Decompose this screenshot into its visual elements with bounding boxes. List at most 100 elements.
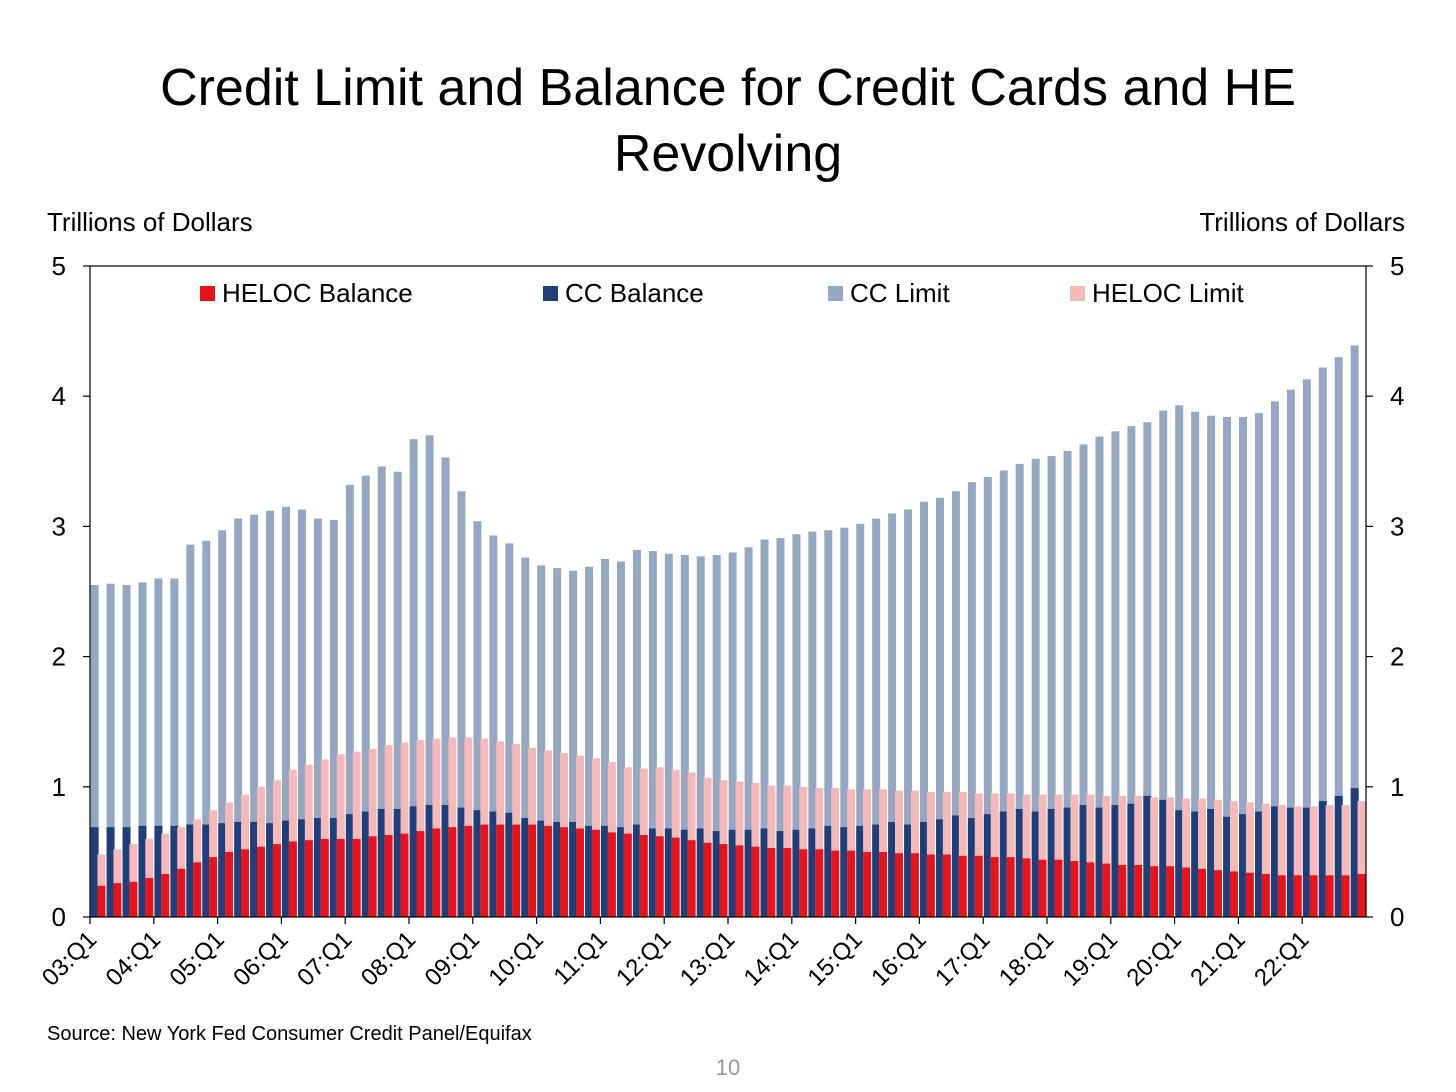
bar	[1175, 405, 1184, 917]
bar	[1047, 808, 1056, 917]
bar	[569, 821, 578, 917]
bar	[1086, 862, 1095, 917]
y2-tick-label: 1	[1390, 772, 1404, 802]
bar	[703, 842, 712, 917]
bar	[384, 834, 393, 917]
legend-swatch	[200, 286, 215, 301]
bar	[712, 831, 721, 917]
bar	[186, 544, 195, 917]
bar	[888, 513, 897, 917]
bar	[1038, 794, 1047, 917]
bar	[457, 491, 466, 917]
bar	[1143, 795, 1152, 917]
bar	[1086, 794, 1095, 917]
bar	[1229, 801, 1238, 917]
bar	[808, 828, 817, 917]
bar	[1095, 436, 1104, 917]
bar	[1054, 794, 1063, 917]
bar	[1159, 799, 1168, 917]
bar	[489, 811, 498, 917]
bar	[728, 829, 737, 917]
bar	[1261, 803, 1270, 917]
bar	[1334, 357, 1343, 917]
bar	[320, 759, 329, 917]
bar	[920, 501, 929, 917]
bar	[1182, 798, 1191, 917]
bar	[432, 828, 441, 917]
bar	[1286, 389, 1295, 917]
bar	[983, 476, 992, 917]
bar	[329, 818, 338, 917]
x-tick-label: 03:Q1	[37, 926, 102, 991]
bar	[632, 824, 641, 917]
bar	[648, 551, 657, 917]
bar	[632, 549, 641, 917]
bar	[760, 828, 769, 917]
bar	[209, 857, 218, 917]
bar	[1318, 367, 1327, 917]
bar	[1175, 810, 1184, 917]
x-tick-label: 14:Q1	[739, 926, 804, 991]
bar	[106, 583, 115, 917]
y-tick-label: 3	[52, 511, 66, 541]
bar	[904, 824, 913, 917]
bar	[400, 742, 409, 917]
bar	[767, 847, 776, 917]
x-tick-label: 13:Q1	[675, 926, 740, 991]
bar	[863, 851, 872, 917]
bar	[1239, 814, 1248, 917]
bar	[840, 527, 849, 917]
bar	[1270, 401, 1279, 918]
bar	[951, 815, 960, 917]
bar	[1127, 426, 1136, 917]
legend-swatch	[1070, 286, 1085, 301]
bar	[313, 818, 322, 917]
bar	[553, 568, 562, 917]
bar	[1277, 875, 1286, 917]
bar	[856, 523, 865, 917]
bar	[393, 808, 402, 917]
bar	[218, 530, 227, 917]
bar	[1143, 422, 1152, 917]
bar	[696, 556, 705, 917]
x-tick-label: 20:Q1	[1122, 926, 1187, 991]
bar	[1079, 444, 1088, 917]
bar	[266, 510, 275, 917]
bar	[1070, 794, 1079, 917]
bar	[894, 853, 903, 917]
y2-tick-label: 4	[1390, 381, 1404, 411]
bar	[1038, 859, 1047, 917]
bar	[521, 557, 530, 917]
bar	[272, 844, 281, 917]
bar	[1022, 794, 1031, 917]
bar	[225, 851, 234, 917]
bar	[799, 849, 808, 917]
bar	[655, 836, 664, 917]
bar	[735, 845, 744, 917]
bar	[591, 829, 600, 917]
bar	[1245, 872, 1254, 917]
bar	[1134, 864, 1143, 917]
bar	[1302, 807, 1311, 917]
bar	[537, 565, 546, 917]
bar	[664, 553, 673, 917]
bar	[1111, 431, 1120, 917]
x-tick-label: 04:Q1	[101, 926, 166, 991]
bar	[282, 820, 291, 917]
bar	[792, 829, 801, 917]
bar	[473, 810, 482, 917]
bar	[218, 823, 227, 917]
bar	[575, 828, 584, 917]
bar	[888, 821, 897, 917]
x-tick-label: 07:Q1	[292, 926, 357, 991]
bar	[1150, 866, 1159, 917]
bar	[464, 825, 473, 917]
bar	[872, 824, 881, 917]
bar	[1357, 874, 1366, 917]
bar	[648, 828, 657, 917]
bar	[1031, 811, 1040, 917]
bar	[544, 825, 553, 917]
bar	[1277, 805, 1286, 917]
bar	[1159, 410, 1168, 917]
